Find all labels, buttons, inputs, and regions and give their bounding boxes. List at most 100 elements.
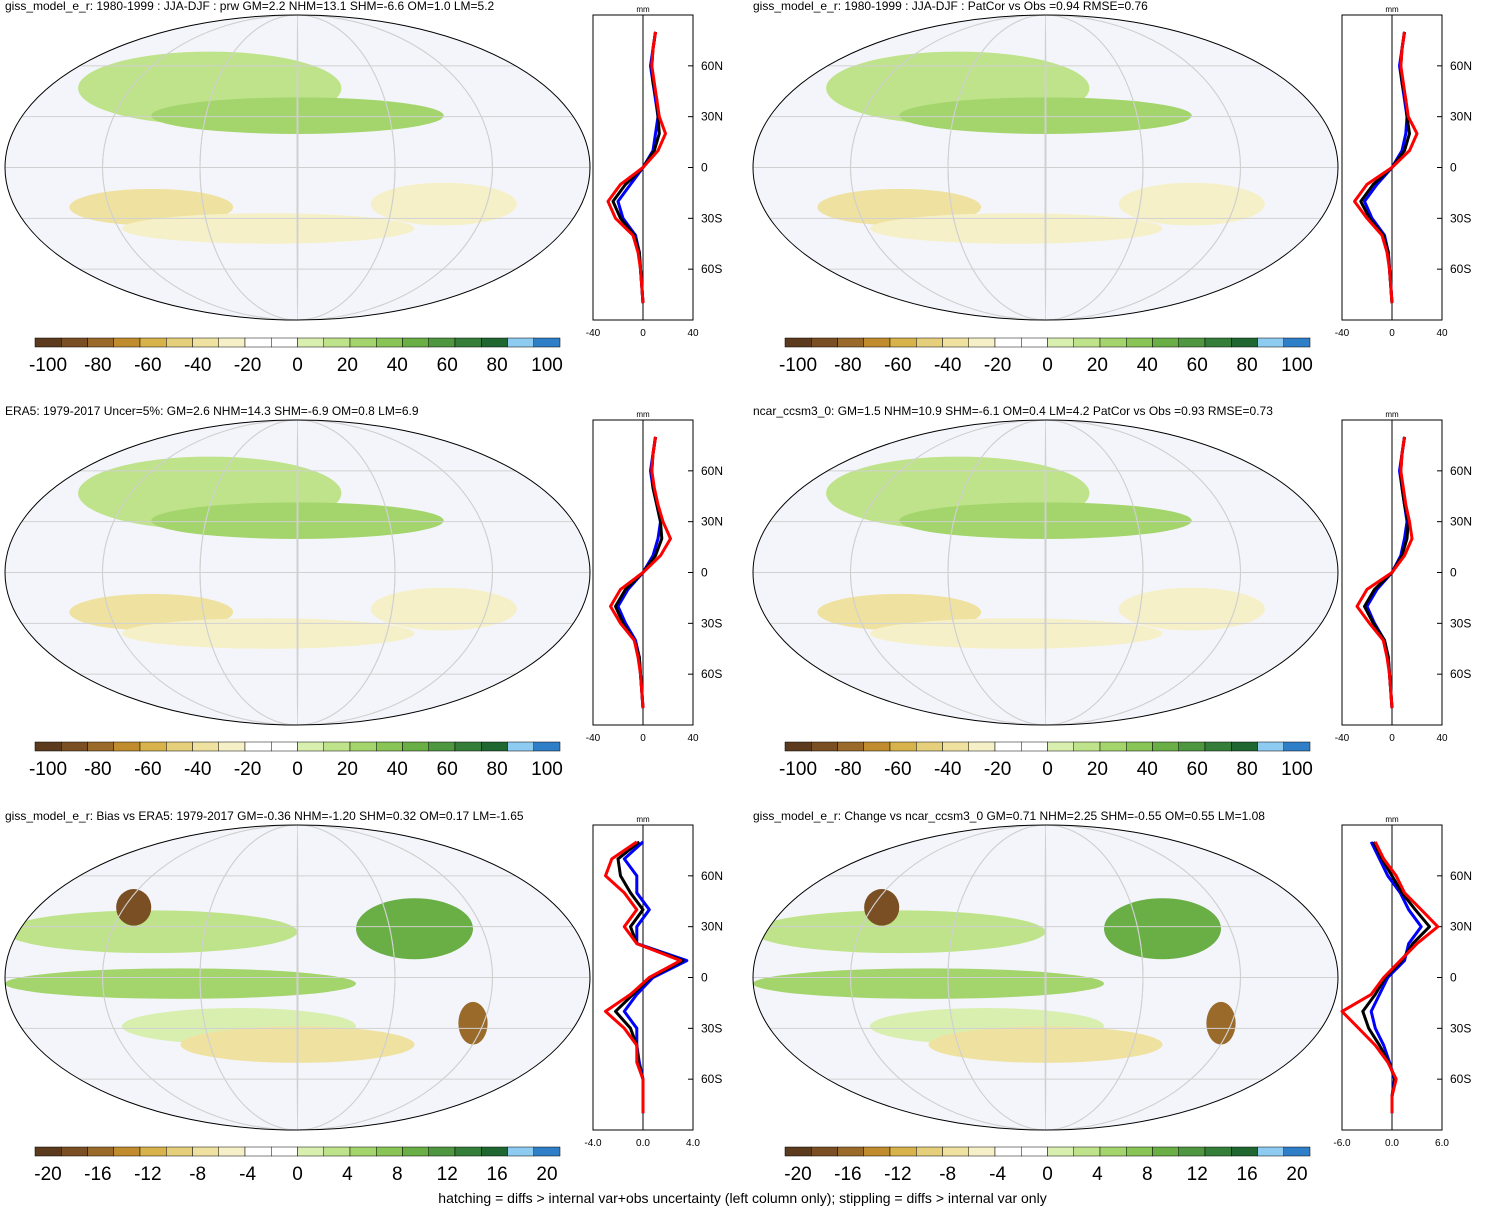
- colorbar-swatch: [916, 1146, 943, 1157]
- colorbar-swatch: [1231, 741, 1258, 752]
- colorbar-swatch: [507, 337, 534, 348]
- colorbar-tick-label: -4: [239, 1164, 256, 1185]
- colorbar-swatch: [942, 1146, 969, 1157]
- colorbar-swatch: [889, 1146, 917, 1157]
- profile-x-label: 0.0: [1385, 1138, 1399, 1149]
- colorbar-swatch: [1126, 1146, 1153, 1157]
- colorbar-swatch: [1231, 337, 1258, 348]
- profile-lat-label: 60S: [1450, 1072, 1471, 1086]
- colorbar-tick-label: -40: [934, 355, 961, 376]
- colorbar-swatch: [218, 741, 246, 752]
- colorbar-tick-label: 12: [437, 1164, 458, 1185]
- colorbar-swatch: [1231, 1146, 1258, 1157]
- longitude-gridline: [850, 15, 1241, 320]
- colorbar-tick-label: -60: [884, 355, 911, 376]
- colorbar-swatch: [784, 337, 812, 348]
- colorbar-swatch: [428, 741, 456, 752]
- colorbar-tick-label: 80: [487, 355, 508, 376]
- colorbar-tick-label: 16: [487, 1164, 508, 1185]
- colorbar-swatch: [1152, 741, 1179, 752]
- colorbar-swatch: [507, 1146, 534, 1157]
- profile-x-label: -6.0: [1333, 1138, 1351, 1149]
- colorbar-swatch: [34, 1146, 62, 1157]
- colorbar-tick-label: -16: [84, 1164, 111, 1185]
- map-field: [753, 825, 1338, 1130]
- longitude-gridline: [199, 420, 396, 725]
- profile-lat-label: 30S: [701, 1021, 722, 1035]
- colorbar-tick-label: -20: [34, 1164, 61, 1185]
- colorbar-swatch: [863, 1146, 891, 1157]
- colorbar-swatch: [166, 1146, 193, 1157]
- field-region: [753, 910, 1046, 954]
- field-region: [1118, 587, 1265, 631]
- longitude-gridline: [296, 15, 299, 320]
- colorbar-swatch: [244, 1146, 272, 1157]
- longitude-gridline: [1044, 420, 1047, 725]
- colorbar-tick-label: 40: [387, 355, 408, 376]
- colorbar-tick-label: 20: [1286, 1164, 1307, 1185]
- colorbar-tick-label: 20: [536, 1164, 557, 1185]
- profile-lat-label: 60S: [701, 667, 722, 681]
- panel-title: giss_model_e_r: 1980-1999 : JJA-DJF : pr…: [5, 0, 495, 13]
- colorbar-swatch: [1126, 337, 1153, 348]
- profile-x-label: 40: [1436, 328, 1448, 339]
- colorbar-swatch: [889, 741, 917, 752]
- profile-x-label: -40: [1335, 328, 1350, 339]
- colorbar-swatch: [1204, 337, 1232, 348]
- zonal-profile: mm 60N 30N 0 30S 60S -40 0 40: [586, 5, 723, 339]
- colorbar-tick-label: -100: [779, 759, 817, 780]
- map: [752, 419, 1339, 726]
- field-region: [1206, 1001, 1236, 1045]
- panel-middle-left: ERA5: 1979-2017 Uncer=5%: GM=2.6 NHM=14.…: [4, 404, 723, 780]
- colorbar-swatch: [87, 741, 114, 752]
- panel-title: ncar_ccsm3_0: GM=1.5 NHM=10.9 SHM=-6.1 O…: [753, 404, 1273, 418]
- colorbar-tick-label: 80: [1237, 759, 1258, 780]
- model-profile-line: [609, 436, 672, 709]
- longitude-gridline: [102, 420, 493, 725]
- colorbar-swatch: [481, 1146, 508, 1157]
- profile-x-label: 0: [640, 328, 646, 339]
- colorbar-swatch: [244, 741, 272, 752]
- profile-lat-label: 60N: [1450, 464, 1472, 478]
- field-region: [370, 587, 517, 631]
- colorbar-tick-label: 8: [392, 1164, 403, 1185]
- profile-lat-label: 0: [1450, 566, 1457, 580]
- profile-lat-label: 30N: [701, 920, 723, 934]
- zonal-profile: mm 60N 30N 0 30S 60S -40 0 40: [586, 410, 723, 744]
- colorbar-swatch: [166, 741, 193, 752]
- colorbar-swatch: [968, 1146, 996, 1157]
- longitude-gridline: [947, 825, 1144, 1130]
- field-region: [864, 889, 900, 926]
- colorbar-swatch: [811, 1146, 838, 1157]
- colorbar-swatch: [1152, 337, 1179, 348]
- colorbar-swatch: [454, 1146, 482, 1157]
- profile-x-label: -4.0: [584, 1138, 602, 1149]
- colorbar-swatch: [863, 337, 891, 348]
- colorbar-swatch: [139, 741, 167, 752]
- colorbar-swatch: [1178, 741, 1206, 752]
- colorbar-swatch: [889, 337, 917, 348]
- map-border: [752, 419, 1339, 726]
- colorbar-tick-label: -40: [184, 355, 211, 376]
- profile-lat-label: 60N: [701, 59, 723, 73]
- colorbar-swatch: [942, 741, 969, 752]
- profile-lat-label: 60N: [701, 869, 723, 883]
- colorbar-swatch: [1047, 1146, 1074, 1157]
- field-region: [5, 968, 356, 999]
- colorbar-tick-label: 60: [1187, 759, 1208, 780]
- map: [752, 14, 1339, 321]
- panel-bottom-right: giss_model_e_r: Change vs ncar_ccsm3_0 G…: [752, 809, 1472, 1185]
- colorbar-tick-label: -20: [784, 1164, 811, 1185]
- colorbar-swatch: [218, 337, 246, 348]
- map: [4, 824, 591, 1131]
- colorbar-swatch: [533, 741, 561, 752]
- profile-lat-label: 60S: [1450, 262, 1471, 276]
- colorbar-tick-label: 20: [1087, 759, 1108, 780]
- longitude-gridline: [947, 15, 1144, 320]
- colorbar-swatch: [192, 337, 219, 348]
- colorbar-swatch: [1283, 337, 1311, 348]
- colorbar-swatch: [507, 741, 534, 752]
- colorbar-swatch: [1178, 337, 1206, 348]
- colorbar-swatch: [863, 741, 891, 752]
- colorbar-swatch: [1047, 741, 1074, 752]
